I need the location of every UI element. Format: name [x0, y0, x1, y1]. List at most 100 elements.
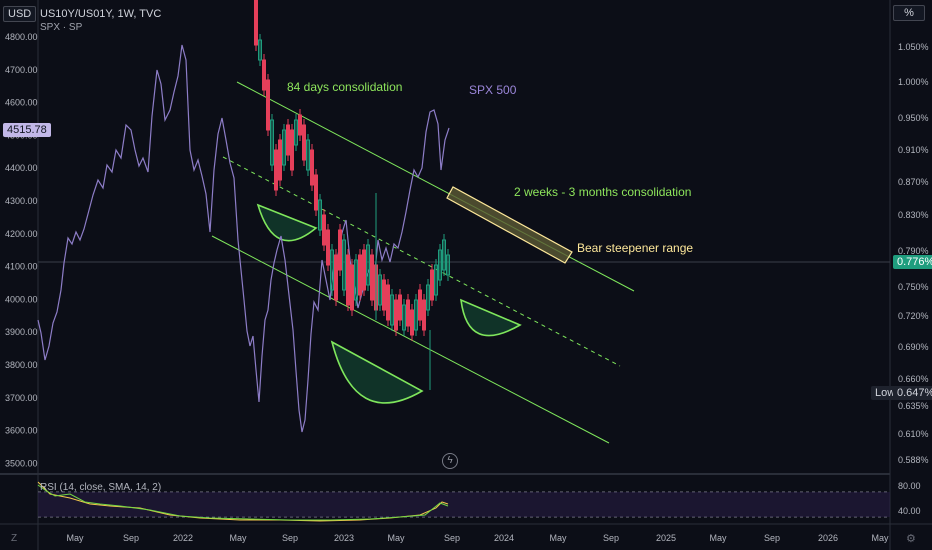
time-axis-label: May [387, 533, 405, 543]
candle-body [426, 284, 430, 311]
candle-body [430, 269, 434, 301]
time-axis-label: May [709, 533, 727, 543]
candle-body [338, 229, 342, 271]
candle-body [390, 294, 394, 326]
candle-body [322, 214, 326, 246]
time-axis-label: 2023 [334, 533, 354, 543]
time-axis-label: Sep [123, 533, 139, 543]
right-axis-tick: 0.790% [898, 246, 929, 256]
candle-body [378, 274, 382, 306]
candle-body [282, 129, 286, 166]
time-axis-label: 2024 [494, 533, 514, 543]
percent-scale-button[interactable]: % [893, 5, 925, 21]
right-axis-tick: 0.690% [898, 342, 929, 352]
right-axis-tick: 0.720% [898, 311, 929, 321]
candle-body [258, 39, 262, 61]
candle-body [354, 259, 358, 301]
candle-body [302, 124, 306, 161]
candle-body [370, 254, 374, 301]
settings-gear-icon[interactable]: ⚙ [906, 533, 916, 545]
left-axis-tick: 4800.00 [5, 32, 38, 42]
candle-body [314, 174, 318, 211]
candle-body [402, 304, 406, 331]
channel-mid-line [222, 156, 621, 367]
bear-steepener-box [446, 186, 573, 264]
candle-body [446, 254, 450, 276]
rsi-band-fill [38, 492, 890, 517]
time-axis-label: Sep [444, 533, 460, 543]
flash-event-icon[interactable]: ϟ [442, 453, 458, 469]
time-axis-label: 2025 [656, 533, 676, 543]
candle-body [294, 119, 298, 146]
left-axis-tick: 4400.00 [5, 163, 38, 173]
bowl-shape [330, 340, 424, 404]
left-axis-tick: 3700.00 [5, 393, 38, 403]
candle-body [350, 264, 354, 311]
annotation-spx-500: SPX 500 [469, 83, 517, 97]
candle-body [346, 254, 350, 306]
right-axis-tick: 1.050% [898, 42, 929, 52]
spx-current-price-label: 4515.78 [3, 123, 51, 137]
right-axis-tick: 0.950% [898, 113, 929, 123]
bowl-shape [256, 203, 318, 242]
currency-button[interactable]: USD [3, 6, 37, 22]
candle-body [286, 124, 290, 156]
rsi-axis-tick: 80.00 [898, 481, 921, 491]
left-axis-tick: 4300.00 [5, 196, 38, 206]
channel-lower-line [211, 235, 610, 444]
time-axis-label: Sep [603, 533, 619, 543]
left-axis-tick: 4000.00 [5, 294, 38, 304]
time-axis-label: Sep [282, 533, 298, 543]
candle-body [414, 299, 418, 331]
time-axis-label: Sep [764, 533, 780, 543]
rsi-line [37, 484, 449, 521]
symbol-title: US10Y/US01Y, 1W, TVC [40, 8, 162, 20]
candle-body [438, 249, 442, 281]
candle-body [262, 59, 266, 91]
candle-body [362, 249, 366, 291]
candle-body [410, 309, 414, 336]
time-axis-label: 2022 [173, 533, 193, 543]
candle-body [422, 299, 426, 331]
right-axis-tick: 0.750% [898, 282, 929, 292]
annotation-bear-steepener: Bear steepener range [577, 241, 694, 255]
candle-body [326, 229, 330, 266]
candle-body [418, 289, 422, 321]
low-value-label: 0.647% [893, 386, 932, 400]
candle-body [266, 79, 270, 131]
candle-body [382, 279, 386, 311]
ratio-current-value-label: 0.776% [893, 255, 932, 269]
time-axis-label: 2026 [818, 533, 838, 543]
rsi-label: RSI (14, close, SMA, 14, 2) [40, 482, 162, 493]
candle-body [330, 249, 334, 291]
candle-body [270, 119, 274, 166]
left-axis-tick: 3600.00 [5, 426, 38, 436]
low-label: Low [871, 386, 900, 400]
left-axis-tick: 4200.00 [5, 229, 38, 239]
right-axis-tick: 0.588% [898, 455, 929, 465]
time-axis-label: May [66, 533, 84, 543]
bowl-shape [460, 298, 522, 337]
candle-body [290, 129, 294, 171]
time-axis-label: May [229, 533, 247, 543]
z-icon[interactable]: Z [11, 533, 18, 544]
annotation-84-days: 84 days consolidation [287, 80, 403, 94]
candle-body [398, 294, 402, 321]
left-axis-tick: 4100.00 [5, 262, 38, 272]
candle-body [386, 284, 390, 321]
candle-body [310, 149, 314, 186]
candle-body [318, 199, 322, 231]
candle-body [442, 239, 446, 271]
rsi-axis-tick: 40.00 [898, 506, 921, 516]
candle-body [254, 0, 258, 46]
left-axis-tick: 3500.00 [5, 458, 38, 468]
left-axis-tick: 3800.00 [5, 360, 38, 370]
candle-body [334, 254, 338, 301]
right-axis-tick: 0.870% [898, 177, 929, 187]
time-axis-label: May [871, 533, 889, 543]
left-axis-tick: 4700.00 [5, 65, 38, 75]
right-axis-tick: 0.910% [898, 145, 929, 155]
overlay-symbol-label: SPX · SP [40, 22, 83, 33]
